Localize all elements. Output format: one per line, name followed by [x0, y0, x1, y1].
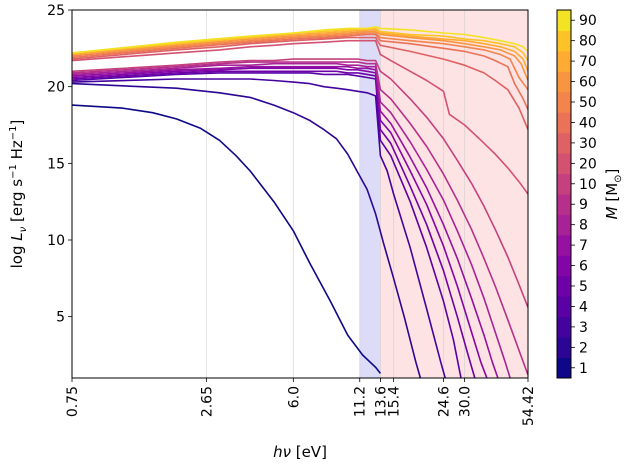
x-tick-label-15.4: 15.4: [387, 386, 403, 417]
series-line-40: [72, 33, 528, 111]
colorbar-tick-label-8: 8: [579, 218, 588, 234]
plot-area: 0.75 2.65 6.0 11.2 13.615.4 24.6 30.0 54.42 5 10…: [8, 3, 537, 461]
x-tick-label-11.2: 11.2: [353, 386, 369, 417]
colorbar-cell-60: [557, 71, 571, 93]
colorbar-frame: [556, 9, 572, 379]
y-axis-ticks: 5 10 15 20 25: [47, 3, 72, 326]
colorbar-cell-8: [557, 214, 571, 236]
colorbar-cell-1: [557, 357, 571, 379]
colorbar-tick-label-3: 3: [579, 320, 588, 336]
colorbar-tick-label-10: 10: [579, 177, 597, 193]
plot-frame: [71, 9, 529, 379]
colorbar-tick-label-80: 80: [579, 34, 597, 50]
y-tick-label-15: 15: [47, 156, 65, 172]
y-tick-label-25: 25: [47, 3, 65, 19]
series-line-5: [72, 70, 476, 378]
x-axis-label: hν [eV]: [273, 443, 327, 461]
y-tick-label-10: 10: [47, 233, 65, 249]
x-tick-label-2.65: 2.65: [199, 386, 215, 417]
colorbar-label: M [M⊙]: [603, 169, 624, 220]
colorbar-tick-label-9: 9: [579, 197, 588, 213]
colorbar-cell-20: [557, 153, 571, 175]
colorbar-tick-label-7: 7: [579, 238, 588, 254]
x-tick-label-54.42: 54.42: [521, 386, 537, 426]
series-line-7: [72, 65, 499, 378]
colorbar: 1 2 3 4 5 6 7 8 9 10 20 30 40 50 60 70 80 90 M [M⊙]: [556, 9, 624, 379]
series-line-6: [72, 67, 488, 378]
series-line-70: [72, 29, 528, 72]
series-line-8: [72, 62, 511, 378]
series-line-9: [72, 61, 528, 376]
colorbar-tick-label-2: 2: [579, 340, 588, 356]
colorbar-tick-label-50: 50: [579, 95, 597, 111]
series-line-20: [72, 39, 528, 195]
colorbar-tick-label-70: 70: [579, 54, 597, 70]
colorbar-cells: [557, 10, 571, 379]
colorbar-cell-9: [557, 194, 571, 215]
x-tick-label-6.0: 6.0: [286, 386, 302, 408]
series-group: [72, 26, 528, 378]
colorbar-cell-4: [557, 296, 571, 318]
series-line-30: [72, 36, 528, 130]
colorbar-cell-40: [557, 112, 571, 134]
y-tick-label-20: 20: [47, 80, 65, 96]
colorbar-cell-6: [557, 255, 571, 277]
series-line-1: [72, 104, 382, 374]
colorbar-cell-10: [557, 173, 571, 195]
colorbar-tick-label-4: 4: [579, 299, 588, 315]
colorbar-tick-label-1: 1: [579, 361, 588, 377]
colorbar-cell-50: [557, 91, 571, 113]
colorbar-cell-5: [557, 275, 571, 297]
colorbar-tick-label-60: 60: [579, 75, 597, 91]
series-line-90: [72, 26, 528, 54]
y-tick-label-5: 5: [56, 310, 65, 326]
colorbar-cell-30: [557, 132, 571, 154]
series-line-2: [72, 82, 422, 378]
colorbar-cell-90: [557, 10, 571, 31]
colorbar-tick-label-40: 40: [579, 115, 597, 131]
colorbar-cell-3: [557, 316, 571, 338]
colorbar-tick-label-90: 90: [579, 13, 597, 29]
x-tick-label-24.6: 24.6: [436, 386, 452, 417]
colorbar-ticks: 1 2 3 4 5 6 7 8 9 10 20 30 40 50 60 70 80 90: [571, 13, 597, 377]
series-line-10: [72, 58, 528, 308]
colorbar-tick-label-5: 5: [579, 279, 588, 295]
x-tick-label-30.0: 30.0: [458, 386, 474, 417]
y-axis-label: log Lν [erg s−1 Hz−1]: [8, 120, 29, 269]
series-line-50: [72, 32, 528, 91]
series-line-4: [72, 72, 462, 378]
series-line-60: [72, 30, 528, 81]
colorbar-tick-label-6: 6: [579, 259, 588, 275]
shaded-band-0: [359, 10, 381, 378]
colorbar-tick-label-30: 30: [579, 136, 597, 152]
x-axis-ticks: 0.75 2.65 6.0 11.2 13.615.4 24.6 30.0 54.42: [65, 378, 537, 426]
colorbar-cell-7: [557, 234, 571, 256]
series-line-3: [72, 78, 446, 378]
x-tick-label-0.75: 0.75: [65, 386, 81, 417]
colorbar-cell-80: [557, 30, 571, 52]
colorbar-cell-70: [557, 50, 571, 72]
colorbar-tick-label-20: 20: [579, 156, 597, 172]
colorbar-cell-2: [557, 337, 571, 359]
x-tick-label-13.6: 13.6: [373, 386, 389, 417]
